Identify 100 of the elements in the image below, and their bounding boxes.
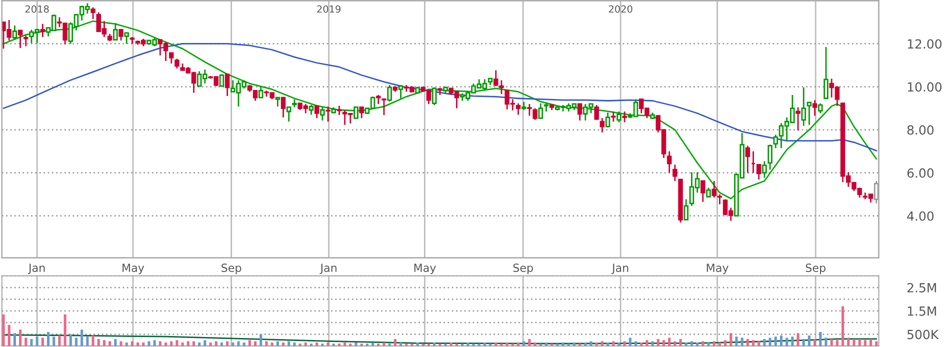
bar bbox=[600, 341, 604, 346]
bar bbox=[64, 314, 66, 346]
bar bbox=[226, 341, 229, 346]
bar bbox=[148, 341, 150, 346]
bar bbox=[198, 342, 201, 346]
bar bbox=[158, 341, 162, 346]
bar bbox=[304, 342, 307, 346]
bar bbox=[712, 341, 716, 346]
x-tick-label: Sep bbox=[513, 264, 533, 274]
bar bbox=[108, 341, 112, 346]
bar bbox=[612, 341, 615, 346]
bar bbox=[326, 342, 330, 346]
y-tick-label: 1.5M bbox=[908, 306, 936, 316]
bar bbox=[824, 338, 828, 346]
line-series bbox=[2, 20, 878, 200]
x-tick-label: May bbox=[122, 264, 144, 274]
candlestick bbox=[516, 102, 521, 116]
candlestick bbox=[616, 110, 622, 123]
x2-tick-label: 2018 bbox=[25, 5, 49, 13]
bar bbox=[164, 342, 168, 346]
bar bbox=[662, 340, 666, 346]
candlestick bbox=[577, 103, 582, 122]
candlestick bbox=[398, 84, 404, 100]
candlestick bbox=[600, 117, 605, 134]
bar bbox=[120, 341, 122, 346]
candlestick bbox=[24, 34, 28, 48]
bar bbox=[80, 330, 84, 346]
bar bbox=[142, 342, 145, 346]
candlestick bbox=[124, 32, 129, 44]
bar bbox=[30, 338, 33, 346]
bar bbox=[416, 342, 419, 346]
x2-tick-label: 2020 bbox=[608, 5, 632, 13]
bar bbox=[58, 335, 61, 346]
y-tick-label: 8.00 bbox=[907, 125, 934, 135]
line-series bbox=[2, 43, 878, 152]
y-tick-label: 12.00 bbox=[908, 39, 942, 49]
bar bbox=[125, 342, 128, 346]
bar bbox=[842, 306, 844, 346]
candlestick bbox=[354, 106, 358, 119]
bar bbox=[836, 340, 838, 346]
bar bbox=[399, 342, 402, 346]
bar bbox=[466, 342, 470, 346]
x-tick-label: Sep bbox=[806, 264, 826, 274]
bar bbox=[260, 334, 262, 346]
bar bbox=[634, 341, 638, 346]
candlestick bbox=[168, 52, 174, 64]
candlestick bbox=[40, 23, 46, 38]
candlestick bbox=[499, 80, 504, 95]
bar bbox=[220, 342, 223, 346]
x-tick-label: Jan bbox=[611, 264, 628, 274]
candlestick bbox=[432, 86, 437, 106]
bar bbox=[702, 341, 704, 346]
bar bbox=[606, 342, 610, 346]
bar bbox=[130, 341, 134, 346]
bar bbox=[2, 314, 5, 346]
bar bbox=[276, 341, 279, 346]
bar bbox=[656, 338, 660, 346]
bar bbox=[214, 341, 218, 346]
bar bbox=[24, 338, 28, 346]
bar bbox=[752, 340, 755, 346]
candlestick bbox=[224, 74, 230, 97]
candlestick bbox=[605, 112, 610, 128]
bar bbox=[74, 338, 78, 346]
candlestick bbox=[359, 106, 364, 119]
line-series bbox=[2, 334, 878, 344]
bar bbox=[791, 336, 794, 346]
bar bbox=[69, 334, 72, 346]
bar bbox=[344, 342, 346, 346]
bar bbox=[433, 342, 436, 346]
candlestick bbox=[806, 102, 812, 126]
bar bbox=[847, 338, 850, 346]
bar bbox=[590, 341, 592, 346]
y-tick-label: 2.5M bbox=[907, 283, 936, 292]
bar bbox=[242, 342, 246, 346]
bar bbox=[679, 338, 682, 346]
bar bbox=[572, 342, 576, 346]
bar bbox=[528, 338, 531, 346]
bar bbox=[584, 342, 587, 346]
x2-tick-label: 2019 bbox=[317, 5, 341, 13]
bar bbox=[293, 342, 296, 346]
bar bbox=[450, 342, 452, 346]
bar bbox=[282, 342, 285, 346]
bar bbox=[186, 341, 190, 346]
candlestick bbox=[527, 103, 532, 117]
bar bbox=[288, 341, 290, 346]
candlestick bbox=[6, 19, 12, 42]
bar bbox=[735, 336, 738, 346]
candlestick bbox=[314, 105, 320, 119]
candlestick bbox=[818, 102, 823, 114]
bar bbox=[19, 330, 22, 346]
bar bbox=[640, 342, 643, 346]
bar bbox=[153, 340, 156, 346]
candlestick bbox=[611, 110, 616, 122]
candlestick bbox=[801, 86, 806, 127]
bar bbox=[774, 336, 777, 346]
bar bbox=[254, 341, 257, 346]
candlestick bbox=[174, 58, 180, 70]
bar bbox=[92, 335, 94, 346]
candlestick bbox=[684, 198, 688, 220]
bar bbox=[718, 342, 721, 346]
